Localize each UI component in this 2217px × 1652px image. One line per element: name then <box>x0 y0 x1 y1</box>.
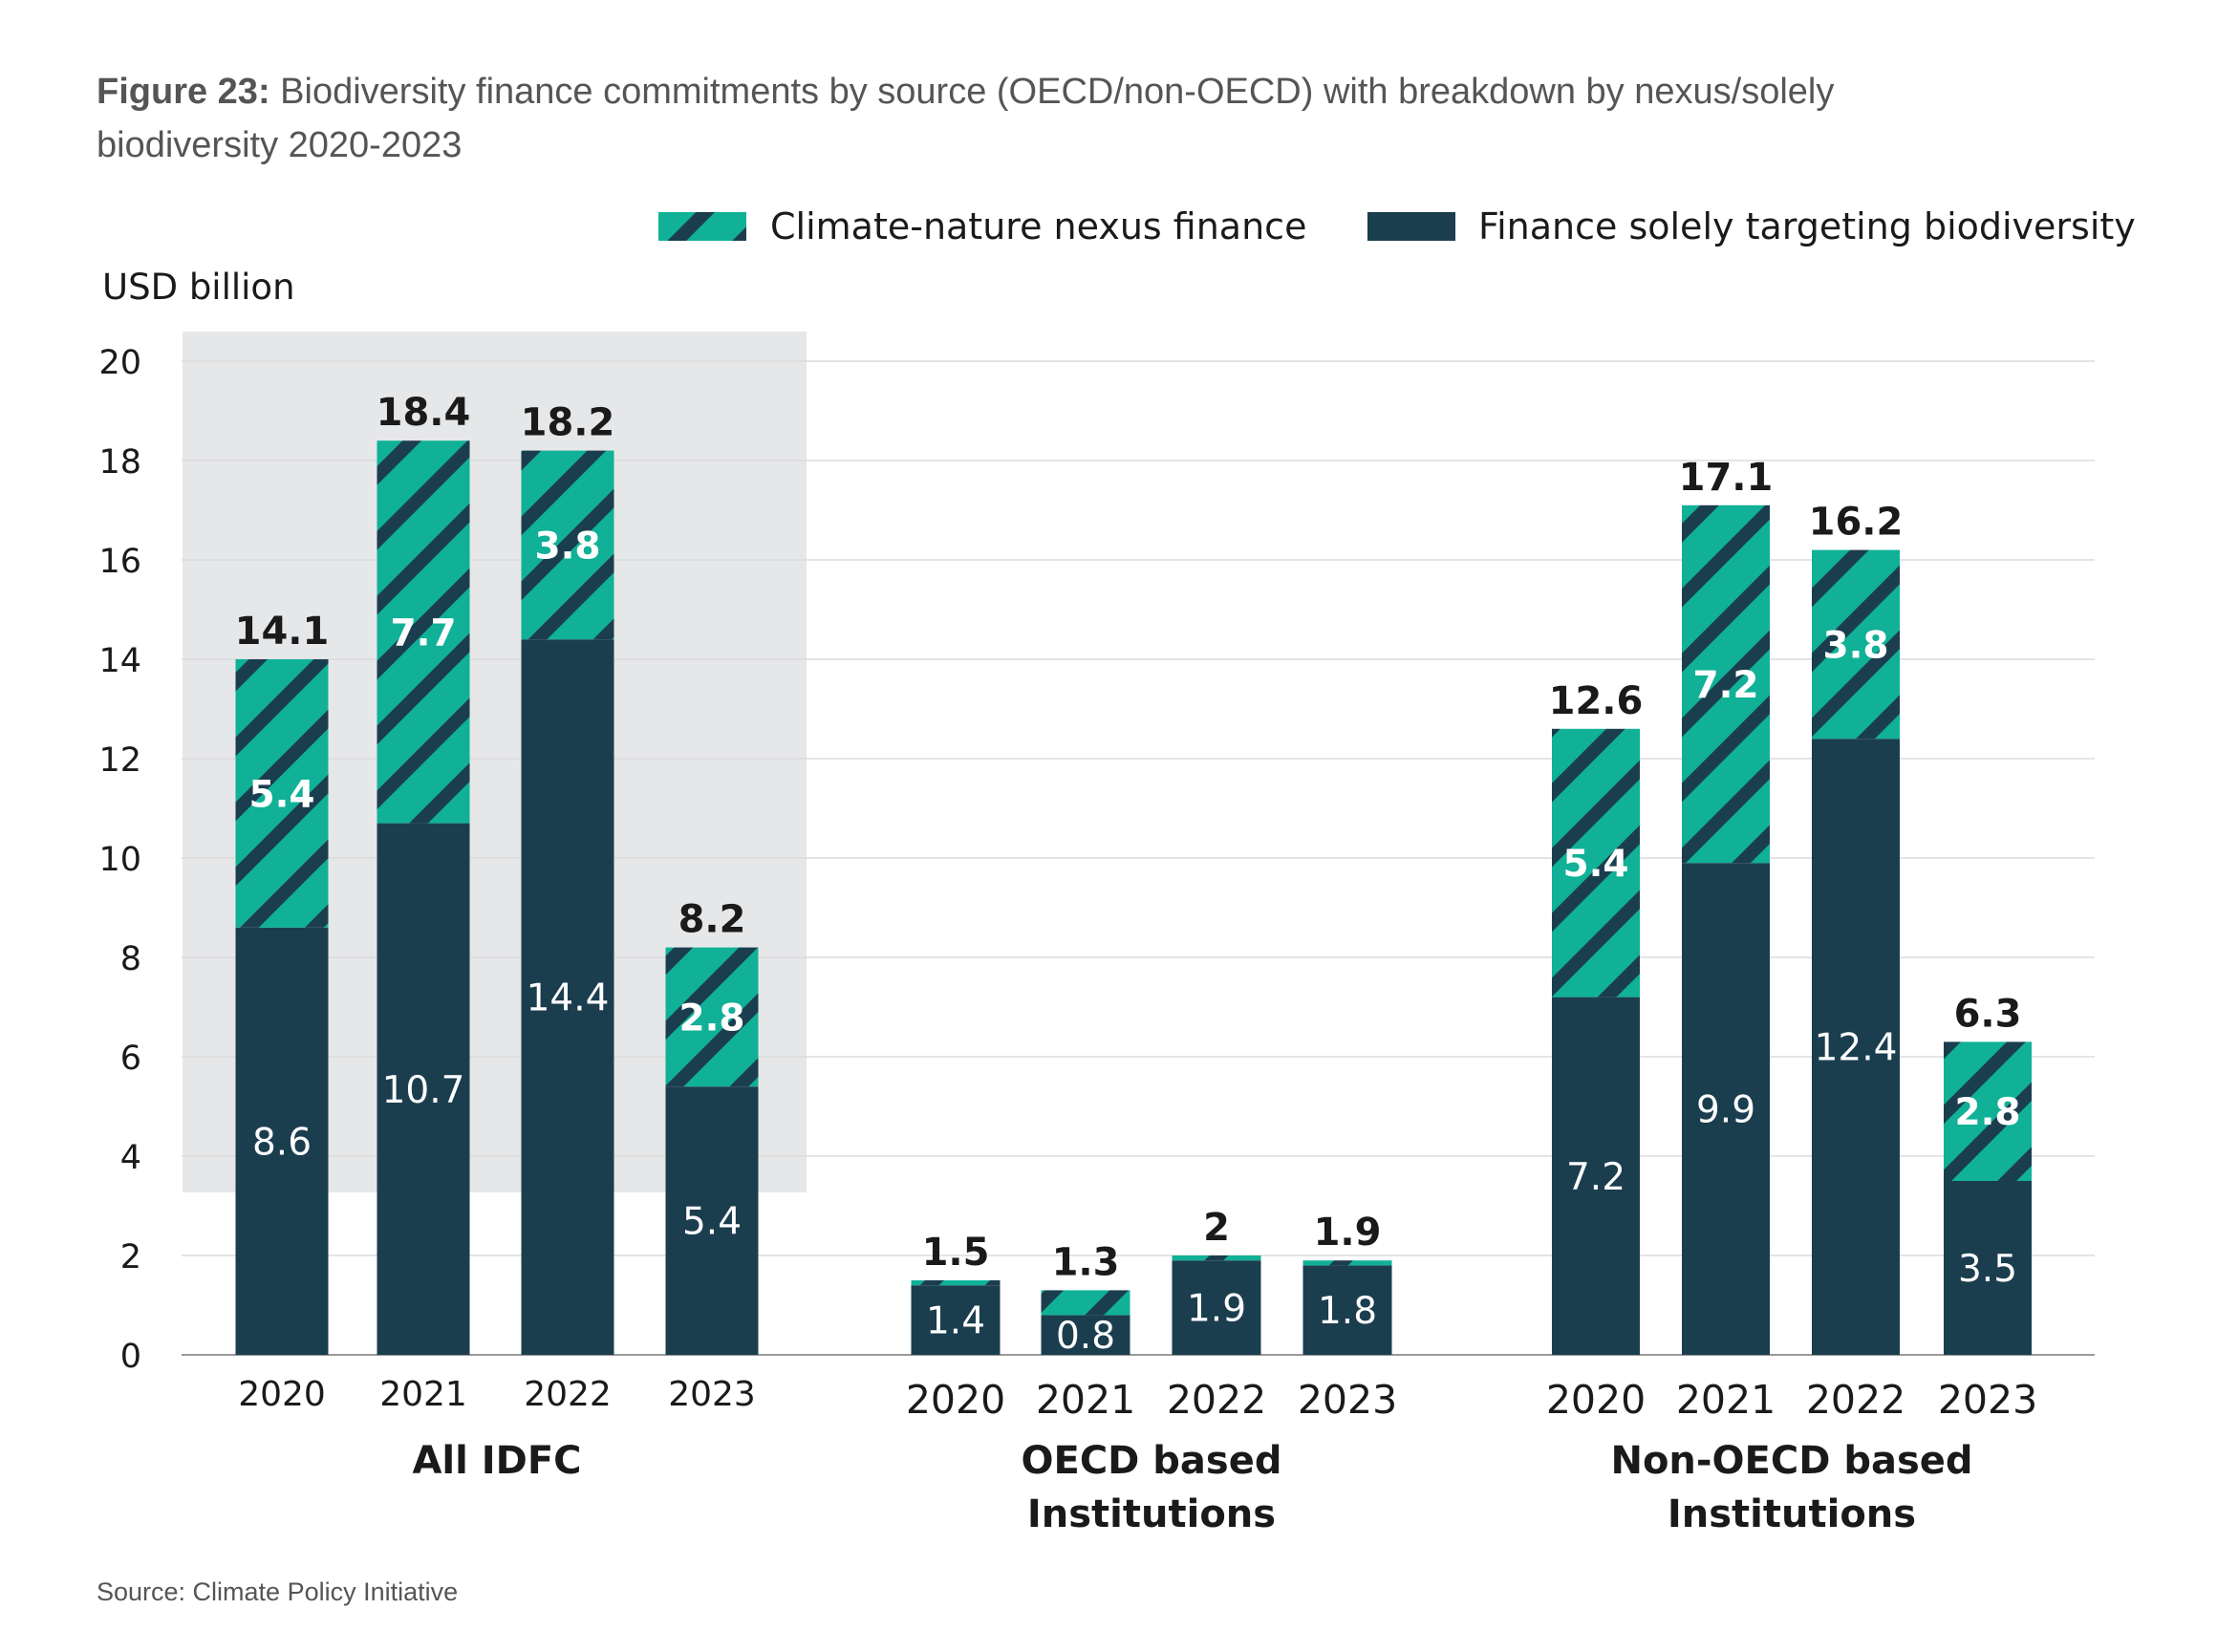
figure-title-line-2: biodiversity 2020-2023 <box>97 125 463 165</box>
label-solely-all-idfc-2022: 14.4 <box>527 977 610 1020</box>
bar-nexus-oecd-based-institutions-2022 <box>1172 1255 1261 1261</box>
label-nexus-non-oecd-based-institutions-2022: 3.8 <box>1822 624 1888 667</box>
total-label-non-oecd-based-institutions-2021: 17.1 <box>1679 456 1774 500</box>
y-axis-title: USD billion <box>102 267 295 308</box>
x-tick-label-oecd-based-institutions-2021: 2021 <box>1036 1377 1135 1423</box>
figure-title: Biodiversity finance commitments by sour… <box>280 72 1835 112</box>
bar-solely-oecd-based-institutions-2023 <box>1302 1265 1392 1355</box>
bar-nexus-all-idfc-2021 <box>377 440 470 824</box>
group-label-oecd-based-institutions-line-1: OECD based <box>1021 1439 1281 1483</box>
group-label-non-oecd-based-institutions-line-2: Institutions <box>1668 1492 1916 1536</box>
total-label-oecd-based-institutions-2020: 1.5 <box>922 1231 990 1275</box>
bar-nexus-oecd-based-institutions-2021 <box>1041 1290 1130 1316</box>
total-label-oecd-based-institutions-2023: 1.9 <box>1314 1211 1382 1255</box>
label-solely-all-idfc-2020: 8.6 <box>252 1121 312 1164</box>
x-tick-label-non-oecd-based-institutions-2020: 2020 <box>1546 1377 1646 1423</box>
total-label-all-idfc-2022: 18.2 <box>521 401 615 445</box>
x-tick-label-non-oecd-based-institutions-2022: 2022 <box>1806 1377 1905 1423</box>
total-label-non-oecd-based-institutions-2023: 6.3 <box>1954 992 2022 1036</box>
total-label-non-oecd-based-institutions-2022: 16.2 <box>1809 501 1904 545</box>
label-solely-oecd-based-institutions-2023: 1.8 <box>1318 1290 1377 1333</box>
bar-nexus-non-oecd-based-institutions-2020 <box>1552 728 1640 998</box>
label-solely-all-idfc-2023: 5.4 <box>682 1201 742 1244</box>
x-tick-label-non-oecd-based-institutions-2021: 2021 <box>1676 1377 1776 1423</box>
y-tick-label-4: 4 <box>120 1139 141 1177</box>
bar-solely-oecd-based-institutions-2021 <box>1041 1315 1130 1355</box>
y-tick-label-6: 6 <box>120 1040 141 1078</box>
x-tick-label-non-oecd-based-institutions-2023: 2023 <box>1938 1377 2037 1423</box>
legend-label-finance-solely-targeting-biodiversity: Finance solely targeting biodiversity <box>1478 205 2136 247</box>
x-tick-label-oecd-based-institutions-2023: 2023 <box>1298 1377 1397 1423</box>
source-note: Source: Climate Policy Initiative <box>97 1577 459 1606</box>
bar-solely-all-idfc-2021 <box>377 823 470 1355</box>
label-solely-oecd-based-institutions-2020: 1.4 <box>926 1300 985 1343</box>
bar-nexus-non-oecd-based-institutions-2021 <box>1682 504 1770 864</box>
label-solely-all-idfc-2021: 10.7 <box>382 1069 465 1112</box>
y-tick-label-8: 8 <box>120 940 141 978</box>
y-tick-label-12: 12 <box>98 741 141 780</box>
bar-nexus-oecd-based-institutions-2023 <box>1302 1260 1392 1266</box>
label-solely-non-oecd-based-institutions-2023: 3.5 <box>1958 1248 2017 1291</box>
legend-swatch-finance-solely-targeting-biodiversity <box>1367 212 1455 241</box>
label-solely-non-oecd-based-institutions-2022: 12.4 <box>1815 1027 1898 1070</box>
total-label-all-idfc-2023: 8.2 <box>678 898 746 942</box>
y-tick-label-16: 16 <box>98 543 141 581</box>
label-nexus-all-idfc-2022: 3.8 <box>534 525 600 568</box>
figure-label: Figure 23: <box>97 72 270 112</box>
x-tick-label-all-idfc-2021: 2021 <box>379 1375 467 1414</box>
bar-nexus-non-oecd-based-institutions-2023 <box>1944 1041 2032 1181</box>
bar-solely-non-oecd-based-institutions-2020 <box>1552 997 1640 1355</box>
bar-solely-all-idfc-2022 <box>521 639 614 1355</box>
y-tick-label-20: 20 <box>98 344 141 382</box>
x-tick-label-all-idfc-2023: 2023 <box>668 1375 756 1414</box>
total-label-all-idfc-2021: 18.4 <box>377 391 471 435</box>
y-tick-label-18: 18 <box>98 443 141 482</box>
x-tick-label-all-idfc-2022: 2022 <box>524 1375 612 1414</box>
figure-title-block: Figure 23: Biodiversity finance commitme… <box>97 65 2151 172</box>
y-tick-label-0: 0 <box>120 1338 141 1376</box>
label-nexus-all-idfc-2020: 5.4 <box>248 773 314 816</box>
total-label-all-idfc-2020: 14.1 <box>235 610 330 654</box>
y-tick-label-14: 14 <box>98 642 141 680</box>
bar-nexus-all-idfc-2020 <box>235 659 329 928</box>
total-label-oecd-based-institutions-2021: 1.3 <box>1052 1240 1120 1284</box>
figure-title-line-1: Figure 23: Biodiversity finance commitme… <box>97 65 2151 118</box>
label-nexus-all-idfc-2023: 2.8 <box>678 997 744 1040</box>
x-tick-label-oecd-based-institutions-2022: 2022 <box>1167 1377 1266 1423</box>
label-nexus-non-oecd-based-institutions-2023: 2.8 <box>1954 1091 2020 1134</box>
label-solely-non-oecd-based-institutions-2020: 7.2 <box>1566 1156 1625 1199</box>
total-label-oecd-based-institutions-2022: 2 <box>1203 1206 1230 1250</box>
legend-label-climate-nature-nexus-finance: Climate-nature nexus finance <box>770 205 1306 247</box>
label-nexus-non-oecd-based-institutions-2021: 7.2 <box>1692 664 1758 707</box>
group-label-non-oecd-based-institutions-line-1: Non-OECD based <box>1610 1439 1972 1483</box>
total-label-non-oecd-based-institutions-2020: 12.6 <box>1549 679 1644 723</box>
y-tick-label-2: 2 <box>120 1238 141 1277</box>
group-label-oecd-based-institutions-line-2: Institutions <box>1027 1492 1276 1536</box>
bar-solely-all-idfc-2023 <box>665 1086 759 1355</box>
label-solely-oecd-based-institutions-2021: 0.8 <box>1056 1315 1115 1358</box>
bar-solely-non-oecd-based-institutions-2023 <box>1944 1181 2032 1355</box>
label-nexus-all-idfc-2021: 7.7 <box>390 611 456 654</box>
group-label-all-idfc: All IDFC <box>412 1439 581 1483</box>
x-tick-label-all-idfc-2020: 2020 <box>238 1375 326 1414</box>
label-solely-non-oecd-based-institutions-2021: 9.9 <box>1696 1089 1755 1132</box>
legend-swatch-climate-nature-nexus-finance <box>658 212 746 241</box>
y-tick-label-10: 10 <box>98 841 141 879</box>
bar-solely-non-oecd-based-institutions-2021 <box>1682 863 1770 1355</box>
label-solely-oecd-based-institutions-2022: 1.9 <box>1187 1288 1246 1331</box>
label-nexus-non-oecd-based-institutions-2020: 5.4 <box>1562 843 1628 886</box>
bar-nexus-oecd-based-institutions-2020 <box>911 1280 1001 1286</box>
bar-nexus-non-oecd-based-institutions-2022 <box>1812 549 1900 740</box>
bar-solely-oecd-based-institutions-2022 <box>1172 1260 1261 1355</box>
x-tick-label-oecd-based-institutions-2020: 2020 <box>906 1377 1005 1423</box>
bar-solely-all-idfc-2020 <box>235 927 329 1355</box>
bar-nexus-all-idfc-2023 <box>665 947 759 1087</box>
bar-solely-oecd-based-institutions-2020 <box>911 1285 1001 1355</box>
bar-solely-non-oecd-based-institutions-2022 <box>1812 739 1900 1355</box>
bar-nexus-all-idfc-2022 <box>521 450 614 640</box>
